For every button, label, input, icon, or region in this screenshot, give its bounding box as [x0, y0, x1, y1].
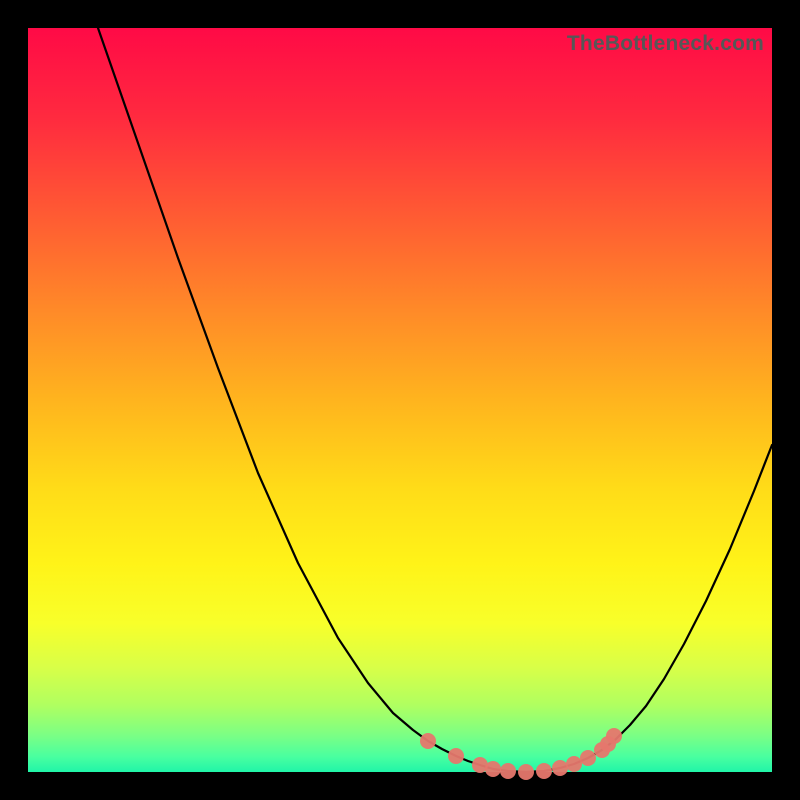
- curve-marker: [500, 763, 516, 779]
- curve-layer: [28, 28, 772, 772]
- bottleneck-curve: [98, 28, 772, 772]
- curve-marker: [536, 763, 552, 779]
- marker-group: [420, 728, 622, 780]
- chart-frame: TheBottleneck.com: [0, 0, 800, 800]
- curve-marker: [552, 760, 568, 776]
- curve-marker: [420, 733, 436, 749]
- plot-area: TheBottleneck.com: [28, 28, 772, 772]
- curve-marker: [518, 764, 534, 780]
- curve-marker: [566, 756, 582, 772]
- curve-marker: [448, 748, 464, 764]
- curve-marker: [580, 750, 596, 766]
- curve-marker: [485, 761, 501, 777]
- curve-marker: [606, 728, 622, 744]
